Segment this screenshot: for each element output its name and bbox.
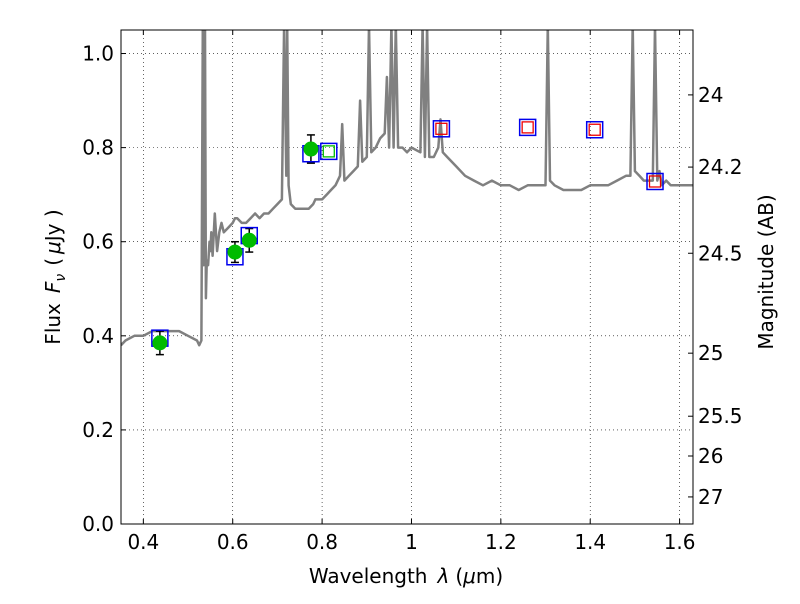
y2-tick-label: 26 xyxy=(698,444,723,468)
y-axis-label-unit-open: ( xyxy=(41,258,65,266)
y-axis-label-unit-rest: Jy ) xyxy=(41,209,65,243)
model-band-square xyxy=(432,120,451,138)
model-band-square xyxy=(585,120,604,139)
y2-tick-label: 24.2 xyxy=(698,155,743,179)
y2-tick-label: 25 xyxy=(698,341,723,365)
observed-flux-point xyxy=(303,141,319,157)
x-axis-label-text: Wavelength xyxy=(309,564,428,588)
y-tick-label: 0.2 xyxy=(82,418,114,442)
x-axis-label-unit-mu: μ xyxy=(462,564,476,588)
model-band-square xyxy=(518,118,537,137)
observed-flux-point xyxy=(241,232,257,248)
x-tick-label: 1 xyxy=(405,530,418,554)
y-tick-label: 0.4 xyxy=(82,324,114,348)
y-tick-label: 0.8 xyxy=(82,136,114,160)
band-inner-square xyxy=(435,122,448,135)
observed-flux-point xyxy=(227,244,243,260)
y2-tick-label: 24 xyxy=(698,83,723,107)
model-band-square xyxy=(646,172,664,191)
y-tick-label: 0.0 xyxy=(82,512,114,536)
x-axis-label: Wavelength λ (μm) xyxy=(309,564,503,588)
x-tick-label: 0.6 xyxy=(217,530,249,554)
plot-frame xyxy=(120,29,694,525)
model-band-square xyxy=(320,142,338,161)
x-axis-label-symbol: λ xyxy=(436,564,449,588)
series-layer xyxy=(121,30,693,347)
x-axis-label-unit-open: ( xyxy=(455,564,463,588)
x-tick-label: 1.4 xyxy=(574,530,606,554)
y-axis-label-unit-mu: μ xyxy=(41,241,65,255)
y2-tick-label: 24.5 xyxy=(698,241,743,265)
band-inner-square xyxy=(588,123,601,136)
observed-flux-point xyxy=(152,335,168,351)
x-tick-label: 0.8 xyxy=(306,530,338,554)
y-axis-label: Flux Fν ( μJy ) xyxy=(41,209,69,344)
band-inner-square xyxy=(648,175,662,188)
x-tick-label: 1.6 xyxy=(664,530,696,554)
marker-layer xyxy=(151,118,664,356)
y2-axis-label: Magnitude (AB) xyxy=(754,194,778,349)
y-axis-label-text: Flux xyxy=(41,303,65,345)
y-axis-label-symbol: F xyxy=(41,281,65,293)
ticks: 0.4 0.6 0.8 1 1.2 1.4 1.6 0.0 0.2 0.4 0.6 0.8 1.0 24 2… xyxy=(82,30,743,554)
y2-tick-label: 27 xyxy=(698,485,723,509)
band-inner-square xyxy=(521,121,534,134)
y-axis-label-symbol-sub: ν xyxy=(53,274,69,282)
x-axis-label-unit-rest: m) xyxy=(476,564,503,588)
x-tick-label: 1.2 xyxy=(485,530,517,554)
y-tick-label: 1.0 xyxy=(82,42,114,66)
y-tick-label: 0.6 xyxy=(82,230,114,254)
band-inner-square xyxy=(322,145,335,158)
y2-tick-label: 25.5 xyxy=(698,404,743,428)
model-spectrum-line xyxy=(121,30,693,347)
x-tick-label: 0.4 xyxy=(127,530,159,554)
